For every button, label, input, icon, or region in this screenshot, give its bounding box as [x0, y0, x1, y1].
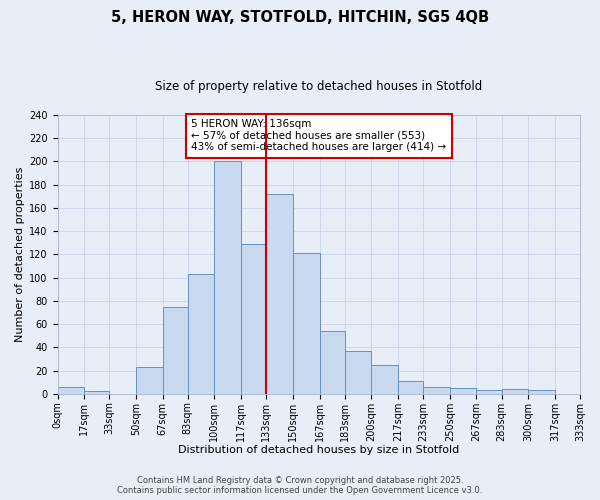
Bar	[266, 194, 293, 394]
Bar	[293, 253, 320, 394]
Title: Size of property relative to detached houses in Stotfold: Size of property relative to detached ho…	[155, 80, 482, 93]
Bar	[188, 274, 214, 394]
Bar	[450, 388, 476, 394]
Bar	[423, 387, 450, 394]
Bar	[502, 389, 528, 394]
Bar	[320, 331, 344, 394]
Bar	[163, 306, 188, 394]
Bar	[476, 390, 502, 394]
Bar	[84, 392, 109, 394]
X-axis label: Distribution of detached houses by size in Stotfold: Distribution of detached houses by size …	[178, 445, 460, 455]
Bar	[371, 365, 398, 394]
Bar	[241, 244, 266, 394]
Text: 5, HERON WAY, STOTFOLD, HITCHIN, SG5 4QB: 5, HERON WAY, STOTFOLD, HITCHIN, SG5 4QB	[111, 10, 489, 25]
Bar	[58, 387, 84, 394]
Bar	[214, 162, 241, 394]
Y-axis label: Number of detached properties: Number of detached properties	[15, 166, 25, 342]
Text: 5 HERON WAY: 136sqm
← 57% of detached houses are smaller (553)
43% of semi-detac: 5 HERON WAY: 136sqm ← 57% of detached ho…	[191, 119, 446, 152]
Text: Contains HM Land Registry data © Crown copyright and database right 2025.
Contai: Contains HM Land Registry data © Crown c…	[118, 476, 482, 495]
Bar	[398, 381, 423, 394]
Bar	[344, 351, 371, 394]
Bar	[136, 367, 163, 394]
Bar	[528, 390, 555, 394]
